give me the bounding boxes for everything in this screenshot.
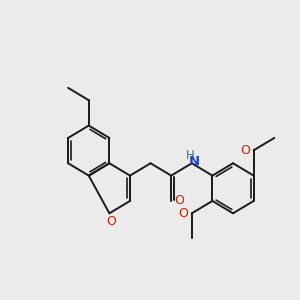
Text: O: O bbox=[178, 207, 188, 220]
Text: O: O bbox=[241, 144, 250, 157]
Text: O: O bbox=[106, 215, 116, 228]
Text: O: O bbox=[175, 194, 184, 207]
Text: N: N bbox=[189, 155, 200, 168]
Text: H: H bbox=[186, 148, 195, 161]
